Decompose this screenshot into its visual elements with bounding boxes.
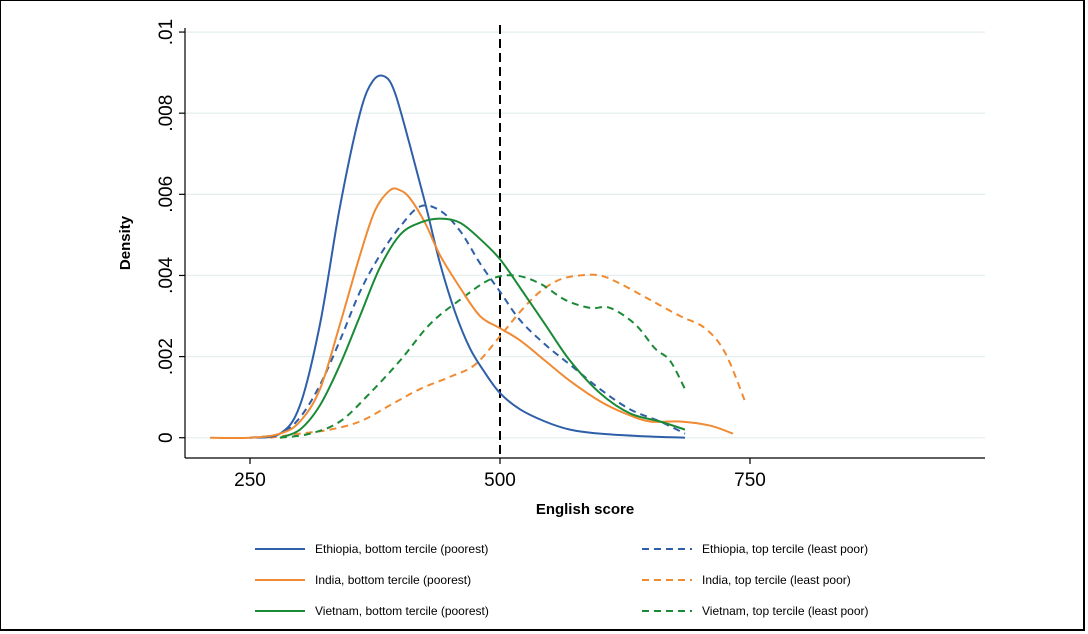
legend-label-3: India, top tercile (least poor) xyxy=(702,573,851,587)
legend-item-2: India, bottom tercile (poorest) xyxy=(255,573,471,587)
y-tick-label-5: .01 xyxy=(156,19,177,45)
series-line-0 xyxy=(249,74,686,439)
legend-item-1: Ethiopia, top tercile (least poor) xyxy=(642,542,868,556)
x-tick-label-1: 500 xyxy=(484,470,516,491)
series-line-2 xyxy=(209,187,734,440)
axes: 250 500 750 0 .002 .004 .006 .008 .01 xyxy=(156,19,985,491)
x-tick-label-2: 750 xyxy=(734,470,766,491)
x-ticks: 250 500 750 xyxy=(234,458,766,491)
legend-item-5: Vietnam, top tercile (least poor) xyxy=(642,604,869,618)
series-lines xyxy=(209,74,746,440)
legend-label-0: Ethiopia, bottom tercile (poorest) xyxy=(315,542,488,556)
legend-label-4: Vietnam, bottom tercile (poorest) xyxy=(315,604,489,618)
y-tick-label-4: .008 xyxy=(156,95,177,132)
legend-label-1: Ethiopia, top tercile (least poor) xyxy=(702,542,868,556)
y-tick-label-0: 0 xyxy=(156,432,177,443)
series-line-5 xyxy=(279,274,686,439)
y-tick-label-2: .004 xyxy=(156,257,177,294)
legend-label-5: Vietnam, top tercile (least poor) xyxy=(702,604,869,618)
legend-item-3: India, top tercile (least poor) xyxy=(642,573,851,587)
legend-item-0: Ethiopia, bottom tercile (poorest) xyxy=(255,542,488,556)
x-axis-title: English score xyxy=(536,501,634,518)
legend-item-4: Vietnam, bottom tercile (poorest) xyxy=(255,604,489,618)
series-line-4 xyxy=(279,217,686,439)
legend-label-2: India, bottom tercile (poorest) xyxy=(315,573,471,587)
y-ticks: 0 .002 .004 .006 .008 .01 xyxy=(156,19,185,443)
series-line-1 xyxy=(249,204,686,439)
gridlines xyxy=(185,31,985,439)
y-axis-title: Density xyxy=(117,215,134,270)
legend: Ethiopia, bottom tercile (poorest) Ethiop… xyxy=(255,542,869,618)
x-tick-label-0: 250 xyxy=(234,470,266,491)
y-tick-label-1: .002 xyxy=(156,338,177,375)
y-tick-label-3: .006 xyxy=(156,176,177,213)
